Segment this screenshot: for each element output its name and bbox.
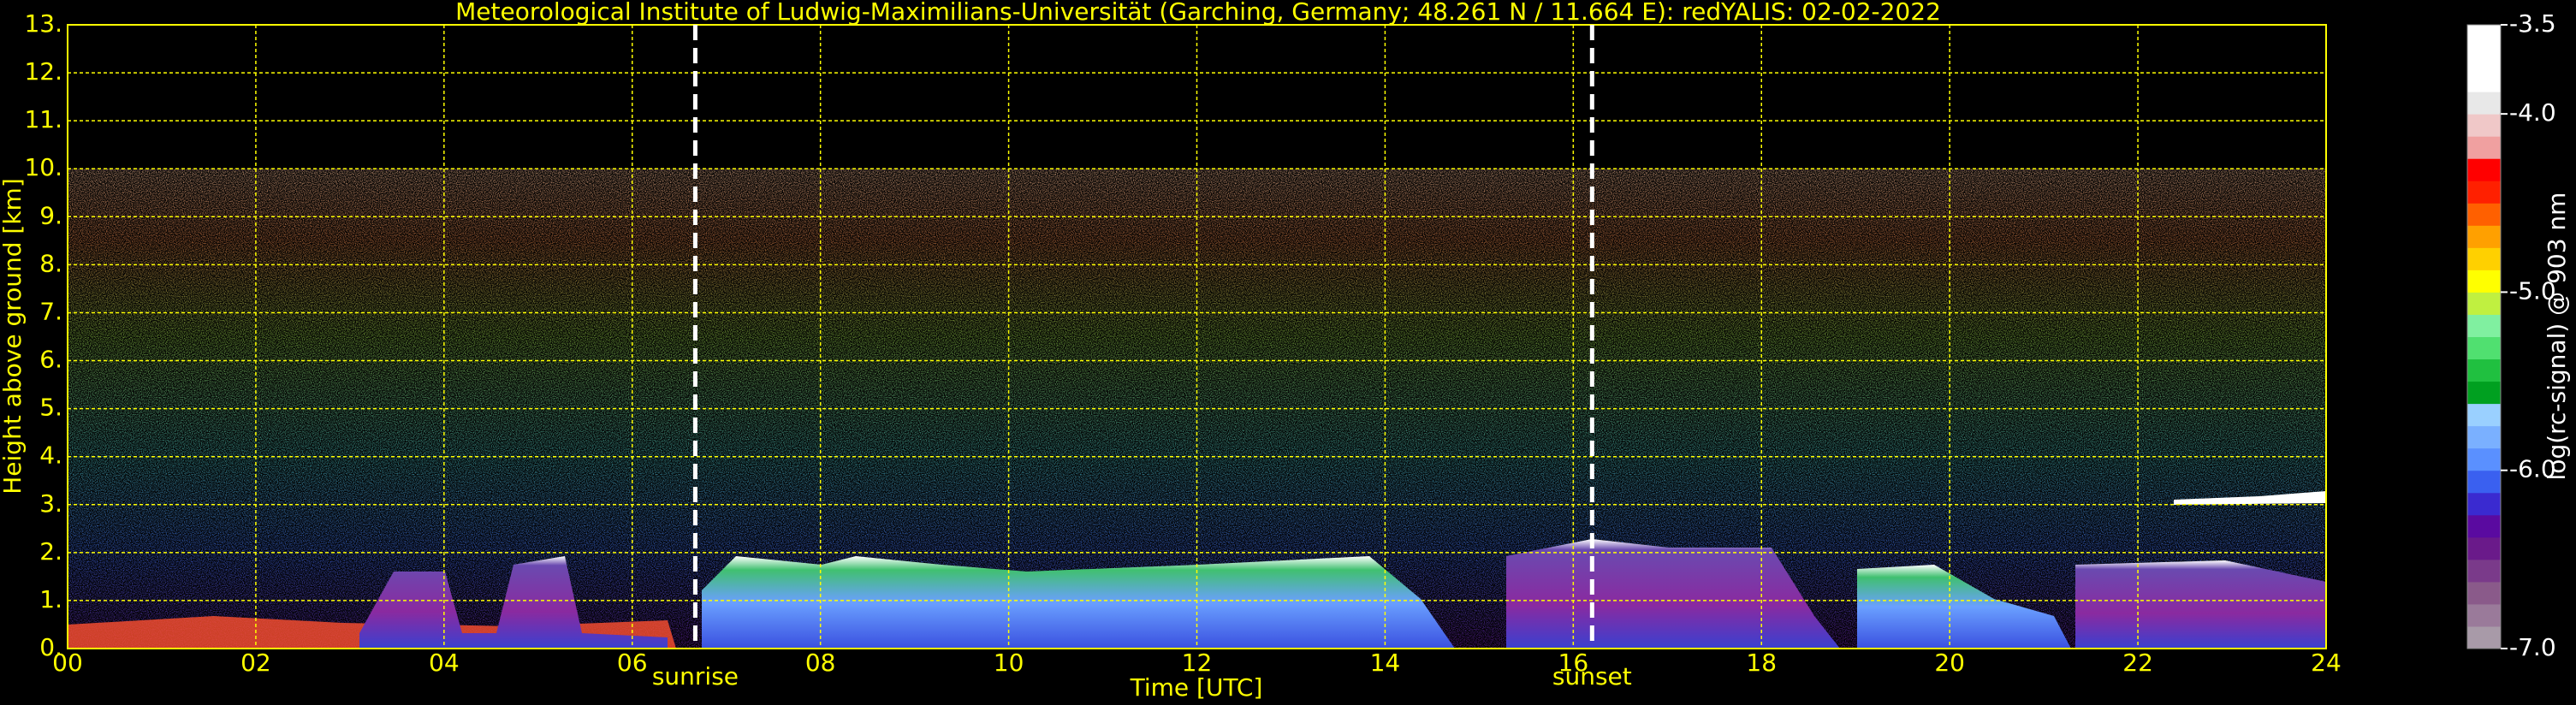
annotation-label: sunset xyxy=(1552,662,1632,690)
boundary-layer xyxy=(1857,565,2071,649)
x-tick-label: 18 xyxy=(1746,649,1777,677)
colorbar-swatch xyxy=(2467,25,2501,48)
y-tick-label: 10. xyxy=(24,153,62,181)
y-tick-label: 4. xyxy=(39,441,62,470)
colorbar-swatch xyxy=(2467,247,2501,270)
colorbar-swatch xyxy=(2467,470,2501,494)
low-cloud xyxy=(359,556,668,649)
annotation-label: sunrise xyxy=(652,662,739,690)
colorbar-swatch xyxy=(2467,136,2501,159)
colorbar-swatch xyxy=(2467,358,2501,382)
colorbar-swatch xyxy=(2467,603,2501,627)
y-tick-label: 0. xyxy=(39,633,62,661)
x-tick-label: 22 xyxy=(2122,649,2153,677)
y-tick-label: 12. xyxy=(24,57,62,86)
colorbar-frame xyxy=(2466,24,2502,649)
colorbar-tick-label: -3.5 xyxy=(2509,9,2556,38)
colorbar-swatch xyxy=(2467,581,2501,605)
colorbar-tick-label: -5.0 xyxy=(2509,276,2556,305)
y-tick-label: 9. xyxy=(39,201,62,229)
chart-title: Meteorological Institute of Ludwig-Maxim… xyxy=(455,0,1941,26)
x-tick-label: 02 xyxy=(240,649,271,677)
x-tick-label: 00 xyxy=(52,649,83,677)
colorbar-swatch xyxy=(2467,536,2501,560)
y-tick-label: 13. xyxy=(24,9,62,38)
x-tick-label: 24 xyxy=(2311,649,2342,677)
colorbar-swatch xyxy=(2467,492,2501,516)
x-tick-label: 10 xyxy=(994,649,1024,677)
colorbar-swatch xyxy=(2467,114,2501,137)
boundary-layer xyxy=(702,556,1455,649)
x-tick-label: 14 xyxy=(1370,649,1401,677)
colorbar-tick-label: -4.0 xyxy=(2509,98,2556,127)
colorbar-swatch xyxy=(2467,314,2501,337)
colorbar-swatch xyxy=(2467,225,2501,248)
colorbar-swatch xyxy=(2467,625,2501,649)
y-axis-label: Height above ground [km] xyxy=(0,178,27,495)
y-tick-label: 5. xyxy=(39,394,62,422)
colorbar-swatch xyxy=(2467,292,2501,315)
colorbar-label: log(rc-signal) @ 903 nm xyxy=(2543,193,2571,481)
x-tick-label: 04 xyxy=(429,649,460,677)
colorbar-swatch xyxy=(2467,514,2501,538)
colorbar-swatch xyxy=(2467,336,2501,360)
colorbar-swatch xyxy=(2467,47,2501,70)
colorbar-swatch xyxy=(2467,158,2501,181)
colorbar-swatch xyxy=(2467,181,2501,204)
colorbar-swatch xyxy=(2467,559,2501,583)
colorbar-swatch xyxy=(2467,425,2501,449)
x-tick-label: 12 xyxy=(1182,649,1213,677)
x-axis-label: Time [UTC] xyxy=(1130,673,1263,702)
colorbar-swatch xyxy=(2467,447,2501,471)
y-tick-label: 6. xyxy=(39,346,62,374)
cloud-layer xyxy=(2174,491,2326,505)
colorbar-swatch xyxy=(2467,270,2501,293)
x-tick-label: 16 xyxy=(1558,649,1589,677)
x-tick-label: 08 xyxy=(805,649,836,677)
colorbar-swatch xyxy=(2467,203,2501,226)
y-tick-label: 7. xyxy=(39,297,62,325)
colorbar-swatch xyxy=(2467,69,2501,92)
x-tick-label: 06 xyxy=(617,649,648,677)
colorbar-swatch xyxy=(2467,403,2501,427)
y-tick-label: 8. xyxy=(39,249,62,277)
colorbar-swatch xyxy=(2467,92,2501,115)
colorbar-tick-label: -6.0 xyxy=(2509,455,2556,483)
y-tick-label: 11. xyxy=(24,105,62,133)
y-tick-label: 1. xyxy=(39,585,62,613)
y-tick-label: 3. xyxy=(39,489,62,518)
colorbar-tick-label: -7.0 xyxy=(2509,633,2556,661)
colorbar-swatch xyxy=(2467,381,2501,405)
x-tick-label: 20 xyxy=(1934,649,1965,677)
y-tick-label: 2. xyxy=(39,537,62,566)
boundary-layer xyxy=(1506,539,1840,649)
